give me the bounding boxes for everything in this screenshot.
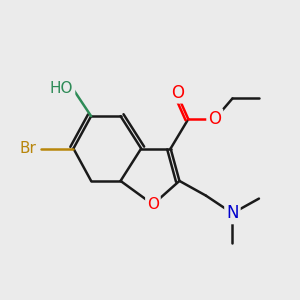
Text: HO: HO (50, 81, 74, 96)
Text: O: O (208, 110, 221, 128)
Text: O: O (147, 197, 159, 212)
Text: N: N (226, 204, 239, 222)
Text: Br: Br (20, 141, 37, 156)
Text: O: O (172, 84, 184, 102)
